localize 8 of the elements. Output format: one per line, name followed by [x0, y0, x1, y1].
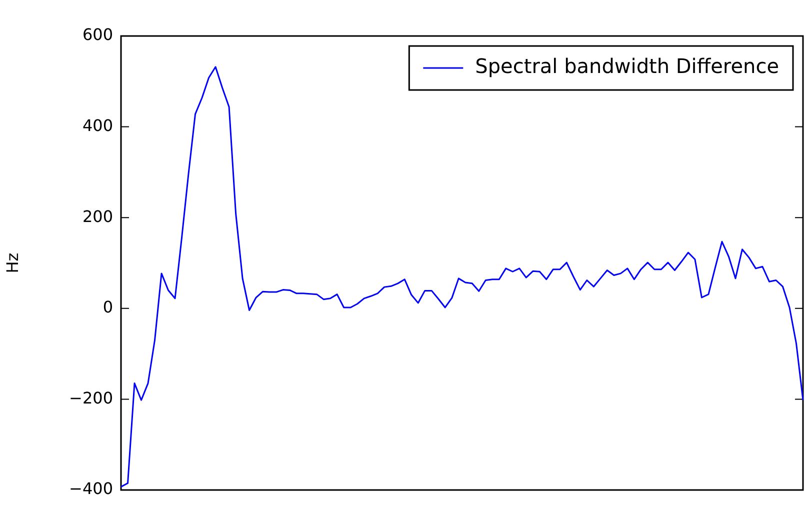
y-tick-label: 0 [102, 298, 113, 317]
y-tick-label: −200 [69, 388, 113, 408]
y-tick-label: 400 [82, 116, 113, 135]
y-tick-label: 200 [82, 206, 113, 226]
legend-label: Spectral bandwidth Difference [475, 54, 780, 78]
y-tick-label: 600 [82, 25, 113, 44]
y-axis-title: Hz [2, 252, 22, 274]
y-tick-label: −400 [69, 479, 113, 498]
